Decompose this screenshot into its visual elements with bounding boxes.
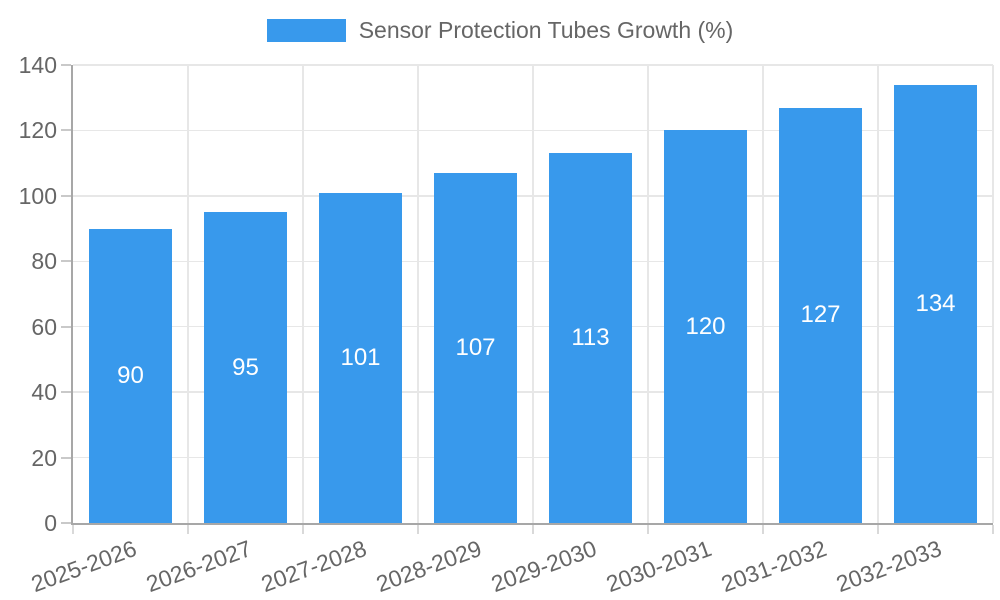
bar[interactable]: 101 [319, 192, 402, 523]
y-tick-label: 80 [31, 248, 57, 275]
vertical-gridline [992, 65, 994, 523]
x-tick-mark [762, 525, 764, 534]
x-axis-line [71, 523, 993, 525]
vertical-gridline [532, 65, 534, 523]
x-tick-mark [877, 525, 879, 534]
bar[interactable]: 90 [89, 228, 172, 523]
vertical-gridline [762, 65, 764, 523]
x-tick-mark [532, 525, 534, 534]
vertical-gridline [417, 65, 419, 523]
x-tick-mark [187, 525, 189, 534]
vertical-gridline [877, 65, 879, 523]
bar[interactable]: 113 [549, 153, 632, 523]
vertical-gridline [302, 65, 304, 523]
bar-value-label: 107 [455, 333, 496, 361]
x-tick-label: 2027-2028 [257, 535, 370, 598]
bar[interactable]: 127 [779, 107, 862, 523]
x-tick-label: 2029-2030 [487, 535, 600, 598]
bar-value-label: 90 [117, 361, 144, 389]
bar-value-label: 120 [685, 312, 726, 340]
plot-area: 90 95 101 107 113 120 127 134 0 20 40 60 80 100 120 14… [19, 52, 994, 597]
y-tick-label: 20 [31, 444, 57, 471]
x-tick-mark [302, 525, 304, 534]
y-tick-label: 140 [18, 52, 57, 78]
y-tick-mark [61, 129, 71, 132]
y-tick-label: 120 [18, 117, 57, 144]
legend-swatch [266, 19, 346, 42]
x-tick-label: 2030-2031 [602, 535, 715, 598]
bar[interactable]: 134 [894, 84, 977, 523]
x-tick-label: 2031-2032 [717, 535, 830, 598]
vertical-gridline [187, 65, 189, 523]
y-tick-label: 60 [31, 313, 57, 340]
x-tick-label: 2032-2033 [832, 535, 945, 598]
x-tick-mark [992, 525, 994, 534]
y-tick-mark [61, 325, 71, 328]
bar-value-label: 101 [340, 343, 381, 371]
y-tick-label: 40 [31, 379, 57, 406]
bar[interactable]: 107 [434, 172, 517, 523]
y-tick-mark [61, 64, 71, 66]
y-axis-line [71, 65, 73, 525]
x-tick-label: 2028-2029 [372, 535, 485, 598]
y-tick-mark [61, 456, 71, 459]
y-tick-mark [61, 391, 71, 394]
x-tick-mark [72, 525, 74, 534]
legend[interactable]: Sensor Protection Tubes Growth (%) [0, 17, 1000, 44]
bar[interactable]: 95 [204, 212, 287, 523]
bar-value-label: 113 [571, 324, 610, 352]
y-tick-label: 0 [44, 510, 57, 536]
vertical-gridline [647, 65, 649, 523]
y-tick-label: 100 [18, 182, 57, 209]
bar-value-label: 127 [800, 301, 841, 329]
y-tick-mark [61, 260, 71, 263]
legend-label: Sensor Protection Tubes Growth (%) [358, 17, 734, 43]
bar-value-label: 95 [232, 353, 259, 381]
y-tick-mark [61, 194, 71, 197]
bar[interactable]: 120 [664, 130, 747, 523]
x-tick-label: 2025-2026 [27, 535, 140, 598]
x-tick-mark [647, 525, 649, 534]
x-tick-mark [417, 525, 419, 534]
bar-value-label: 134 [915, 289, 956, 317]
x-tick-label: 2026-2027 [142, 535, 255, 598]
y-tick-mark [61, 522, 71, 524]
